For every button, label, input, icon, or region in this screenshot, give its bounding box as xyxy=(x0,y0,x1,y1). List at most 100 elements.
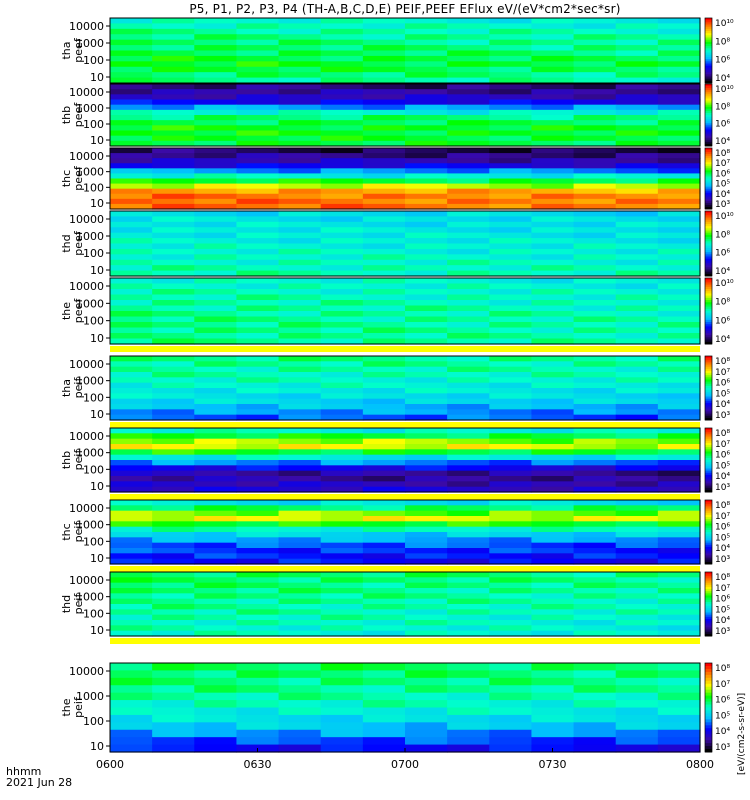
colorbar-segment xyxy=(705,280,712,283)
spectrogram-cell xyxy=(152,188,195,195)
spectrogram-cell xyxy=(447,744,490,753)
spectrogram-cell xyxy=(447,372,490,378)
colorbar-segment xyxy=(705,589,712,592)
spectrogram-cell xyxy=(320,140,364,147)
spectrogram-cell xyxy=(615,388,659,394)
spectrogram-cell xyxy=(320,729,364,738)
colorbar-tick-label: 10³ xyxy=(715,411,730,421)
spectrogram-cell xyxy=(278,356,322,362)
spectrogram-cell xyxy=(110,183,153,190)
spectrogram-cell xyxy=(405,476,448,482)
colorbar-segment xyxy=(705,686,712,691)
spectrogram-cell xyxy=(447,254,490,261)
spectrogram-cell xyxy=(194,444,238,450)
spectrogram-cell xyxy=(110,173,153,180)
spectrogram-cell xyxy=(531,729,575,738)
spectrogram-cell xyxy=(320,614,364,621)
colorbar-segment xyxy=(705,26,712,30)
spectrogram-cell xyxy=(278,548,322,554)
spectrogram-cell xyxy=(362,55,406,62)
spectrogram-cell xyxy=(573,707,617,716)
panel-probe-label: the xyxy=(60,698,73,716)
spectrogram-cell xyxy=(657,311,701,318)
spectrogram-cell xyxy=(447,537,490,544)
spectrogram-cell xyxy=(278,614,322,621)
spectrogram-cell xyxy=(362,582,406,589)
spectrogram-cell xyxy=(320,604,364,610)
spectrogram-cell xyxy=(320,460,364,466)
colorbar-segment xyxy=(705,46,712,49)
spectrogram-cell xyxy=(320,168,364,175)
spectrogram-cell xyxy=(194,153,238,159)
colorbar-segment xyxy=(705,466,712,470)
spectrogram-cell xyxy=(657,327,701,334)
spectrogram-cell xyxy=(447,300,490,307)
spectrogram-cell xyxy=(362,521,406,528)
spectrogram-cell xyxy=(236,361,280,368)
spectrogram-cell xyxy=(447,553,490,560)
spectrogram-cell xyxy=(657,300,701,307)
spectrogram-cell xyxy=(236,444,280,450)
panel-product-label: peif xyxy=(72,521,85,543)
spectrogram-cell xyxy=(362,115,406,121)
colorbar-segment xyxy=(705,455,712,459)
spectrogram-cell xyxy=(320,737,364,746)
spectrogram-cell xyxy=(573,537,617,544)
colorbar-segment xyxy=(705,160,712,163)
spectrogram-cell xyxy=(362,553,406,560)
spectrogram-cell xyxy=(152,588,195,594)
colorbar-segment xyxy=(705,474,712,478)
spectrogram-cell xyxy=(320,685,364,694)
colorbar-segment xyxy=(705,324,712,327)
spectrogram-cell xyxy=(236,548,280,554)
spectrogram-cell xyxy=(615,203,659,210)
spectrogram-cell xyxy=(236,316,280,323)
spectrogram-cell xyxy=(531,278,575,285)
spectrogram-cell xyxy=(405,700,448,709)
spectrogram-cell xyxy=(405,366,448,373)
spectrogram-cell xyxy=(110,77,153,84)
spectrogram-cell xyxy=(110,707,153,716)
spectrogram-cell xyxy=(110,61,153,68)
spectrogram-cell xyxy=(362,454,406,461)
colorbar-segment xyxy=(705,627,712,631)
spectrogram-cell xyxy=(615,414,659,421)
spectrogram-cell xyxy=(489,598,533,605)
spectrogram-cell xyxy=(110,398,153,405)
spectrogram-cell xyxy=(489,366,533,373)
spectrogram-cell xyxy=(447,322,490,329)
spectrogram-cell xyxy=(573,168,617,175)
spectrogram-cell xyxy=(405,404,448,410)
spectrogram-cell xyxy=(615,361,659,368)
spectrogram-cell xyxy=(152,254,195,261)
spectrogram-cell xyxy=(278,526,322,533)
spectrogram-cell xyxy=(110,305,153,312)
spectrogram-cell xyxy=(362,99,406,106)
panel-probe-label: thd xyxy=(60,234,73,252)
spectrogram-cell xyxy=(573,598,617,605)
spectrogram-cell xyxy=(278,265,322,272)
spectrogram-cell xyxy=(152,532,195,538)
spectrogram-cell xyxy=(657,553,701,560)
spectrogram-cell xyxy=(278,221,322,228)
spectrogram-cell xyxy=(447,433,490,440)
spectrogram-cell xyxy=(236,311,280,318)
spectrogram-cell xyxy=(236,609,280,616)
spectrogram-cell xyxy=(194,620,238,626)
spectrogram-cell xyxy=(236,55,280,62)
spectrogram-cell xyxy=(615,620,659,626)
spectrogram-cell xyxy=(236,178,280,185)
spectrogram-cell xyxy=(278,729,322,738)
colorbar-segment xyxy=(705,190,712,194)
spectrogram-cell xyxy=(447,521,490,528)
spectrogram-cell xyxy=(320,338,364,345)
spectrogram-cell xyxy=(152,243,195,250)
spectrogram-cell xyxy=(489,23,533,30)
spectrogram-cell xyxy=(362,428,406,434)
spectrogram-cell xyxy=(152,193,195,200)
spectrogram-cell xyxy=(278,510,322,517)
spectrogram-cell xyxy=(278,238,322,245)
colorbar-segment xyxy=(705,601,712,605)
spectrogram-cell xyxy=(152,322,195,329)
